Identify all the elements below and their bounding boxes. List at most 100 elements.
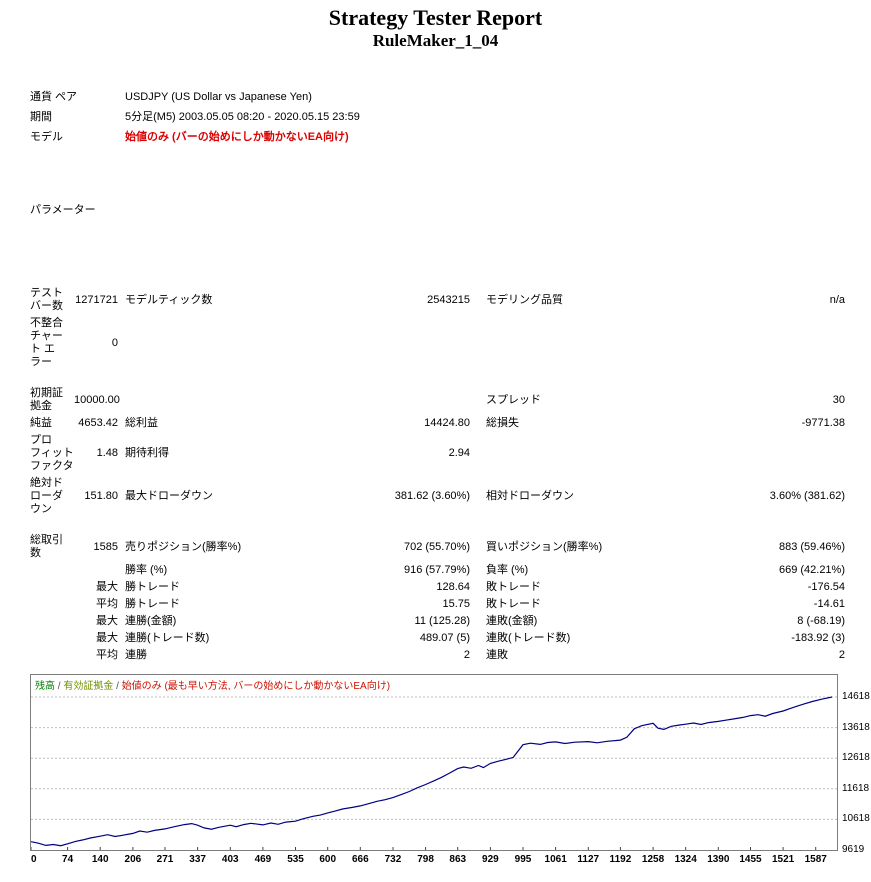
x-axis-label: 1258 — [641, 854, 665, 865]
x-axis-label: 1455 — [739, 854, 762, 865]
stat-label: 最大ドローダウン — [125, 490, 213, 502]
currency-pair-label: 通貨 ペア — [30, 91, 78, 103]
stat-value: 883 (59.46%) — [778, 540, 845, 553]
report-title: Strategy Tester Report — [328, 5, 543, 30]
stat-value: 8 (-68.19) — [797, 615, 845, 627]
x-axis-label: 140 — [91, 854, 109, 865]
stat-label: 連勝(トレード数) — [125, 632, 210, 644]
x-axis-label: 863 — [449, 854, 467, 865]
model-value: 始値のみ (バーの始めにしか動かないEA向け) — [125, 131, 349, 143]
stat-value: 平均 — [96, 649, 118, 661]
stat-value: 最大 — [96, 632, 118, 644]
x-axis-label: 1192 — [609, 854, 632, 865]
stat-value: 30 — [832, 393, 845, 406]
stat-label — [470, 315, 646, 371]
stat-label — [30, 613, 74, 630]
currency-pair-value: USDJPY (US Dollar vs Japanese Yen) — [125, 91, 312, 103]
stat-label — [30, 579, 74, 596]
x-axis-label: 732 — [384, 854, 402, 865]
stat-value: 14424.80 — [424, 417, 470, 429]
y-axis-label: 9619 — [842, 844, 865, 855]
stat-value: 2 — [463, 649, 470, 661]
stat-value: 15.75 — [442, 598, 470, 610]
chart-plot-area: 残高 / 有効証拠金 / 始値のみ (最も早い方法, バーの始めにしか動かないE… — [30, 674, 838, 851]
stat-label: テスト バー数 — [30, 287, 63, 312]
y-axis-label: 12618 — [842, 752, 870, 764]
stats-table: テスト バー数 1271721 モデルティック数 2543215 モデリング品質 n/a 不… — [30, 285, 845, 664]
stat-value: 1271721 — [75, 293, 118, 306]
stat-label: 絶対ド ローダ ウン — [30, 477, 63, 515]
stats-row: プロ フィット ファクタ 1.48 期待利得 2.94 — [30, 432, 845, 475]
stat-label — [470, 432, 646, 475]
x-axis-label: 1127 — [577, 854, 600, 865]
stat-label: 総取引 数 — [30, 534, 63, 559]
stat-label — [118, 315, 275, 371]
stats-table-body: テスト バー数 1271721 モデルティック数 2543215 モデリング品質 n/a 不… — [30, 285, 845, 664]
stat-value: 1.48 — [96, 447, 118, 459]
stat-value: 3.60% (381.62) — [769, 490, 845, 502]
stat-value: -183.92 (3) — [791, 632, 845, 644]
x-axis-labels: 0 74 140 206 271 337 403 469 535 600 666 732 798 863 9… — [30, 851, 838, 866]
legend-item: 残高 — [35, 681, 55, 692]
stat-label: モデリング品質 — [486, 293, 563, 306]
stat-label: 負率 (%) — [486, 564, 529, 576]
stat-label: 連敗 — [486, 649, 508, 661]
legend-separator: / — [113, 681, 122, 692]
stat-value: 2.94 — [448, 447, 470, 459]
stat-value: -9771.38 — [801, 417, 845, 429]
report-subtitle: RuleMaker_1_04 — [372, 31, 499, 50]
stat-label — [30, 647, 74, 664]
stat-value: 151.80 — [84, 490, 118, 502]
stat-value: 489.07 (5) — [419, 632, 470, 644]
stat-label: 不整合 チャー ト エ ラー — [30, 317, 63, 368]
x-axis-label: 403 — [221, 854, 239, 865]
x-axis-label: 995 — [514, 854, 532, 865]
x-axis-label: 337 — [189, 854, 206, 865]
currency-pair-row: 通貨 ペア USDJPY (US Dollar vs Japanese Yen) — [30, 87, 845, 107]
stat-label: 連敗(金額) — [486, 615, 538, 627]
stat-value: 平均 — [96, 598, 118, 610]
balance-chart: 残高 / 有効証拠金 / 始値のみ (最も早い方法, バーの始めにしか動かないE… — [30, 674, 871, 866]
x-axis-label: 798 — [417, 854, 434, 865]
stat-value: 11 (125.28) — [414, 615, 470, 627]
stat-value — [646, 432, 845, 475]
stat-label: 買いポジション(勝率%) — [486, 540, 603, 553]
stat-label — [30, 596, 74, 613]
chart-legend: 残高 / 有効証拠金 / 始値のみ (最も早い方法, バーの始めにしか動かないE… — [35, 677, 390, 692]
stat-value: 916 (57.79%) — [403, 564, 470, 576]
stat-label: プロ フィット ファクタ — [30, 434, 74, 472]
x-axis-label: 1324 — [674, 854, 697, 865]
summary-info-table: 通貨 ペア USDJPY (US Dollar vs Japanese Yen)… — [30, 87, 845, 147]
stats-row: 勝率 (%) 916 (57.79%) 負率 (%) 669 (42.21%) — [30, 562, 845, 579]
stat-label: 勝トレード — [125, 598, 180, 610]
stat-label: スプレッド — [486, 393, 541, 406]
stat-label: 連敗(トレード数) — [486, 632, 571, 644]
stat-value: 381.62 (3.60%) — [394, 490, 470, 502]
stat-label: 総利益 — [125, 417, 158, 429]
stat-label: 勝トレード — [125, 581, 180, 593]
stat-value: 0 — [111, 336, 118, 349]
stat-value — [275, 371, 470, 415]
stats-row: 初期証 拠金 10000.00 スプレッド 30 — [30, 371, 845, 415]
legend-item: 始値のみ (最も早い方法, バーの始めにしか動かないEA向け) — [121, 681, 391, 692]
model-label: モデル — [30, 131, 63, 143]
stat-label: 売りポジション(勝率%) — [125, 540, 242, 553]
stat-value: 最大 — [96, 615, 118, 627]
x-axis-label: 600 — [319, 854, 337, 865]
stat-label — [30, 562, 74, 579]
y-axis-label: 14618 — [842, 691, 870, 702]
x-axis-label: 1587 — [804, 854, 827, 865]
stats-row: 絶対ド ローダ ウン 151.80 最大ドローダウン 381.62 (3.60%) 相対… — [30, 475, 845, 518]
stat-label: 期待利得 — [125, 447, 169, 459]
period-label: 期間 — [30, 111, 52, 123]
x-axis-label: 929 — [482, 854, 499, 865]
stat-label: 相対ドローダウン — [486, 490, 574, 502]
x-axis-label: 1061 — [544, 854, 567, 865]
stat-label: 連勝 — [125, 649, 147, 661]
stat-label — [30, 630, 74, 647]
stat-label: モデルティック数 — [125, 293, 213, 306]
stat-value: 10000.00 — [74, 393, 120, 406]
period-value: 5分足(M5) 2003.05.05 08:20 - 2020.05.15 23… — [125, 111, 360, 123]
stat-value — [275, 315, 470, 371]
